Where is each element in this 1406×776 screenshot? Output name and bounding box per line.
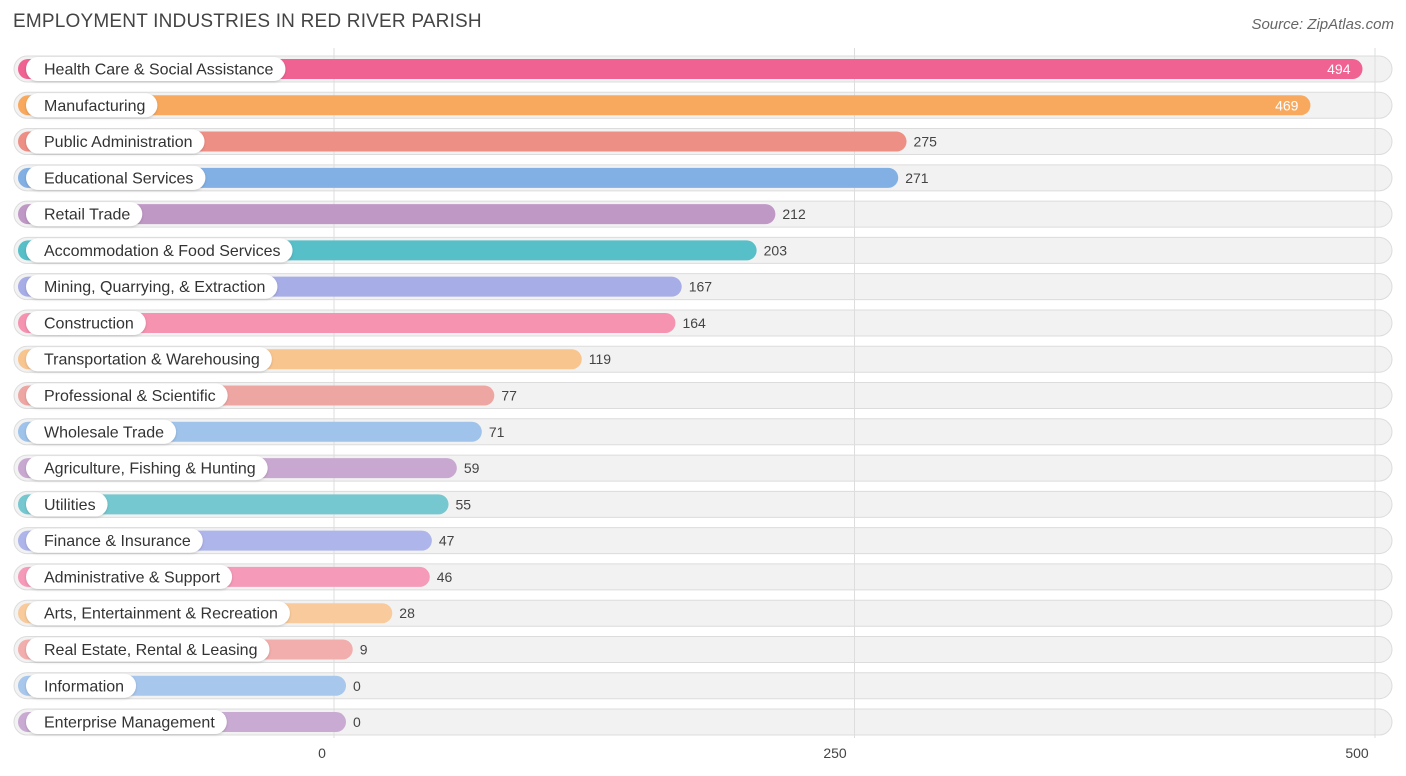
bar-category-label: Professional & Scientific <box>44 388 216 405</box>
bar <box>18 167 899 188</box>
bar-label-pill <box>26 274 278 299</box>
x-tick-label: 500 <box>1345 745 1369 761</box>
bar-label-pill <box>26 347 272 372</box>
bar-label-pill <box>26 165 206 190</box>
x-tick-label: 250 <box>823 745 847 761</box>
bar-label-pill <box>26 419 177 444</box>
bar <box>18 131 907 152</box>
bar <box>18 494 449 515</box>
bar-value-label: 271 <box>905 170 929 186</box>
bar-value-label: 119 <box>589 351 612 367</box>
bar-label-pill <box>26 202 143 227</box>
bar-category-label: Retail Trade <box>44 207 130 224</box>
bar-group: Health Care & Social Assistance 494 <box>18 57 1363 81</box>
bar-value-label: 55 <box>456 496 472 512</box>
bar-label-pill <box>26 456 268 481</box>
bar-category-label: Administrative & Support <box>44 569 221 586</box>
bar-label-pill <box>26 93 158 118</box>
bar-label-pill <box>26 129 205 154</box>
bar-group: Information 0 <box>18 673 361 698</box>
bar-group: Transportation & Warehousing 119 <box>18 347 612 372</box>
bar-value-label: 164 <box>682 315 706 331</box>
bar-label-pill <box>26 710 227 735</box>
chart-title: EMPLOYMENT INDUSTRIES IN RED RIVER PARIS… <box>13 11 482 32</box>
bar-label-pill <box>26 310 146 335</box>
bar-label-pill <box>26 601 290 626</box>
bar-group: Construction 164 <box>18 310 706 335</box>
bar-value-label: 469 <box>1275 97 1299 113</box>
bar-label-pill <box>26 238 293 263</box>
bar-group: Accommodation & Food Services 203 <box>18 238 788 263</box>
bar-group: Finance & Insurance 47 <box>18 528 455 553</box>
bar-value-label: 167 <box>689 279 713 295</box>
bar-category-label: Real Estate, Rental & Leasing <box>44 642 257 659</box>
bar-category-label: Wholesale Trade <box>44 424 164 441</box>
bar-category-label: Mining, Quarrying, & Extraction <box>44 279 265 296</box>
row-track <box>13 708 1393 736</box>
bar-group: Wholesale Trade 71 <box>18 419 505 444</box>
bar-label-pill <box>26 57 286 81</box>
bar-value-label: 9 <box>360 641 368 657</box>
bar-value-label: 0 <box>353 678 361 694</box>
bar-category-label: Information <box>44 678 124 695</box>
bar-group: Public Administration 275 <box>18 129 938 154</box>
bar-category-label: Public Administration <box>44 134 193 151</box>
bar <box>18 204 776 225</box>
bar-group: Agriculture, Fishing & Hunting 59 <box>18 456 480 481</box>
source-label: Source: ZipAtlas.com <box>1251 16 1394 33</box>
bar-group: Enterprise Management 0 <box>18 710 361 735</box>
bar-label-pill <box>26 528 203 553</box>
bar <box>18 95 1311 116</box>
bar-value-label: 203 <box>764 242 788 258</box>
bar-group: Manufacturing 469 <box>18 93 1311 118</box>
bar-value-label: 71 <box>489 424 505 440</box>
bar-category-label: Agriculture, Fishing & Hunting <box>44 461 256 478</box>
x-tick-label: 0 <box>318 745 326 761</box>
bar-category-label: Construction <box>44 315 134 332</box>
bar-label-pill <box>26 492 108 517</box>
bar-group: Professional & Scientific 77 <box>18 383 517 408</box>
bar <box>18 312 676 333</box>
bar-group: Retail Trade 212 <box>18 202 806 227</box>
bar-group: Educational Services 271 <box>18 165 929 190</box>
bar-label-pill <box>26 673 137 698</box>
bar-category-label: Educational Services <box>44 170 193 187</box>
bar-group: Utilities 55 <box>18 492 472 517</box>
bar-value-label: 46 <box>437 569 453 585</box>
bar-group: Arts, Entertainment & Recreation 28 <box>18 601 415 626</box>
bar-category-label: Utilities <box>44 497 96 514</box>
bar <box>18 59 1363 79</box>
bar-label-pill <box>26 383 228 408</box>
bar-value-label: 0 <box>353 714 361 730</box>
bar-value-label: 47 <box>439 533 455 549</box>
bar-category-label: Accommodation & Food Services <box>44 243 281 260</box>
bar-value-label: 28 <box>399 605 415 621</box>
bar-category-label: Finance & Insurance <box>44 533 191 550</box>
bar-value-label: 212 <box>782 206 806 222</box>
bar-category-label: Transportation & Warehousing <box>44 352 260 369</box>
bar-value-label: 494 <box>1327 61 1351 77</box>
bar-category-label: Manufacturing <box>44 98 145 115</box>
bar-label-pill <box>26 564 233 589</box>
bar-category-label: Enterprise Management <box>44 715 215 732</box>
bar-group: Administrative & Support 46 <box>18 564 453 589</box>
bar-category-label: Arts, Entertainment & Recreation <box>44 606 278 623</box>
bar-value-label: 275 <box>914 134 938 150</box>
bar-value-label: 59 <box>464 460 480 476</box>
row-track <box>13 672 1393 700</box>
row-track <box>13 635 1393 663</box>
bar-group: Mining, Quarrying, & Extraction 167 <box>18 274 713 299</box>
bar-group: Real Estate, Rental & Leasing 9 <box>18 637 368 662</box>
bar-label-pill <box>26 637 270 662</box>
bar-category-label: Health Care & Social Assistance <box>44 62 274 79</box>
bar-value-label: 77 <box>501 388 517 404</box>
